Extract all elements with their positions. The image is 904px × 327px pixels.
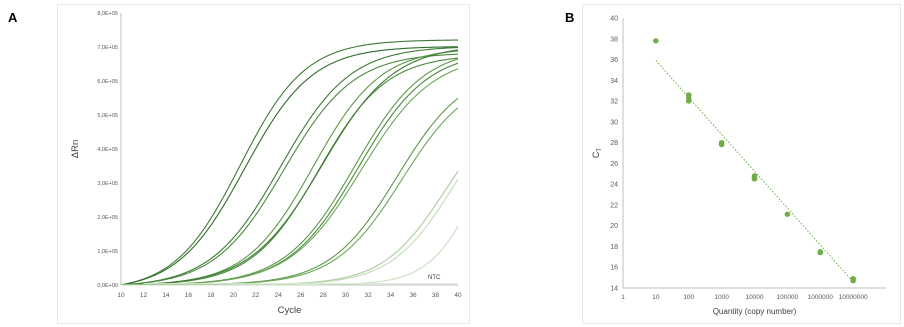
x-tick-label: 30 (342, 292, 350, 299)
amplification-curve (120, 68, 459, 286)
x-tick-label: 32 (365, 292, 373, 299)
x-tick-label: 14 (162, 292, 170, 299)
x-tick-label: 10 (117, 292, 125, 299)
amplification-curve (120, 53, 459, 286)
y-tick-label: 28 (610, 140, 618, 147)
x-tick-label: 16 (185, 292, 193, 299)
trendline (655, 60, 854, 283)
data-point (653, 38, 659, 44)
x-tick-label: 1000000 (808, 294, 834, 301)
amplification-curve (120, 62, 459, 286)
y-axis-title-subscript: T (597, 148, 603, 152)
standard-curve-plot: 14 16 18 20 22 24 26 28 30 32 34 36 38 40 1 10 100 1000 10… (582, 4, 901, 324)
x-tick-label: 10000000 (839, 294, 868, 301)
y-tick-label: 6,0E+05 (97, 79, 118, 85)
x-tick-label: 38 (432, 292, 440, 299)
y-tick-label: 3,0E+05 (97, 181, 118, 187)
y-tick-label: 5,0E+05 (97, 113, 118, 119)
x-tick-label: 22 (252, 292, 260, 299)
amplification-curve (120, 39, 459, 286)
y-tick-label: 20 (610, 223, 618, 230)
data-point (817, 250, 824, 256)
y-axis-title: CT (591, 148, 603, 159)
y-tick-label: 7,0E+05 (97, 45, 118, 51)
data-point (784, 211, 791, 217)
y-tick-label: 1,0E+05 (97, 249, 118, 255)
x-tick-label: 100000 (777, 294, 799, 301)
x-tick-label: 10 (652, 294, 660, 301)
x-tick-label: 28 (320, 292, 328, 299)
x-tick-label: 100 (683, 294, 694, 301)
amplification-curve (121, 179, 459, 286)
x-tick-label: 1000 (714, 294, 729, 301)
x-tick-label: 20 (230, 292, 238, 299)
y-tick-label: 34 (610, 78, 618, 85)
y-tick-label: 32 (610, 99, 618, 106)
x-tick-label: 36 (409, 292, 417, 299)
x-tick-label: 10000 (745, 294, 763, 301)
x-axis-title: Cycle (278, 305, 302, 316)
y-tick-label: 18 (610, 244, 618, 251)
y-tick-label: 38 (610, 36, 618, 43)
data-point (850, 278, 856, 284)
amplification-curve (121, 107, 459, 286)
x-tick-label: 24 (275, 292, 283, 299)
x-tick-label: 12 (140, 292, 148, 299)
amplification-curve (120, 46, 459, 286)
amplification-curve (120, 58, 459, 286)
x-tick-label: 40 (454, 292, 462, 299)
x-tick-label: 18 (207, 292, 215, 299)
y-tick-label: 24 (610, 182, 618, 189)
y-tick-label: 4,0E+05 (97, 147, 118, 153)
y-tick-label: 36 (610, 57, 618, 64)
y-tick-label: 30 (610, 119, 618, 126)
y-axis-title: ΔRn (70, 140, 81, 159)
data-point (718, 142, 725, 148)
data-point (751, 176, 758, 182)
ntc-annotation: NTC (428, 275, 441, 281)
x-tick-label: 34 (387, 292, 395, 299)
y-tick-label: 2,0E+05 (97, 215, 118, 221)
y-tick-label: 0,0E+00 (97, 283, 118, 289)
panel-a-label: A (8, 10, 18, 25)
y-tick-label: 8,0E+05 (97, 11, 118, 17)
x-tick-label: 26 (297, 292, 305, 299)
amplification-curve (121, 226, 459, 286)
panel-b-label: B (565, 10, 575, 25)
standard-curve-chart: 14 16 18 20 22 24 26 28 30 32 34 36 38 40 1 10 100 1000 10… (591, 16, 886, 316)
amplification-chart: 0,0E+00 1,0E+05 2,0E+05 3,0E+05 4,0E+05 5,0E+… (70, 11, 462, 316)
amplification-curve (121, 171, 459, 286)
x-tick-label: 1 (621, 294, 625, 301)
y-tick-label: 16 (610, 265, 618, 272)
amplification-curve (120, 46, 459, 286)
y-tick-label: 22 (610, 202, 618, 209)
y-tick-label: 40 (610, 16, 618, 23)
y-tick-label: 26 (610, 161, 618, 168)
y-tick-label: 14 (610, 286, 618, 293)
amplification-plot: 0,0E+00 1,0E+05 2,0E+05 3,0E+05 4,0E+05 5,0E+… (57, 4, 470, 324)
data-point (685, 98, 692, 104)
x-axis-title: Quantity (copy number) (713, 307, 797, 316)
amplification-curve (120, 50, 459, 286)
amplification-curve (120, 49, 459, 286)
